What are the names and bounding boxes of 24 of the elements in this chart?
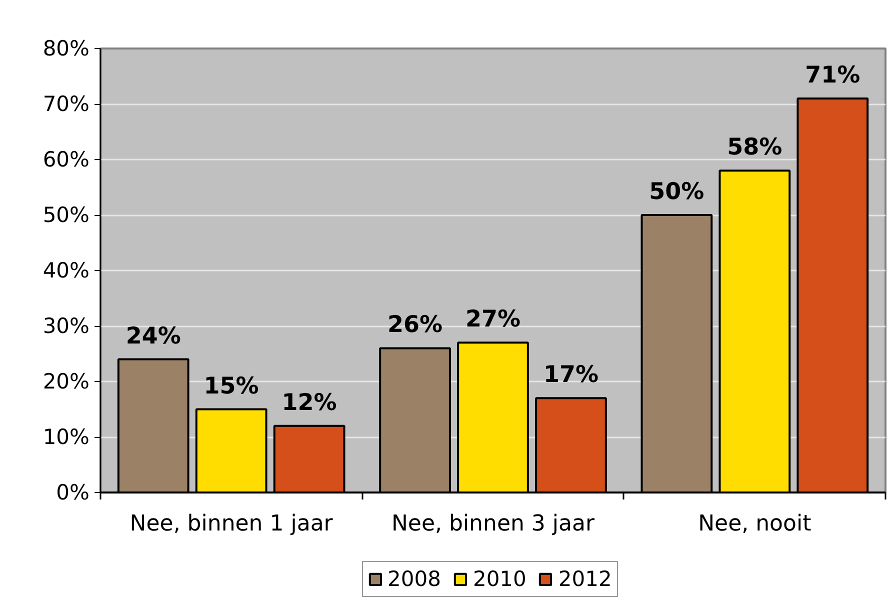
data-label: 71% [805,62,860,88]
y-tick-label: 50% [42,203,90,227]
y-tick-label: 40% [42,258,90,282]
data-label: 50% [649,179,704,205]
legend-label: 2008 [388,567,441,591]
data-label: 24% [126,323,181,350]
data-label: 15% [204,373,259,400]
y-tick-label: 0% [56,480,90,504]
y-tick-label: 30% [42,314,90,338]
y-tick-label: 20% [42,370,90,394]
y-tick-label: 70% [42,92,90,116]
data-label: 58% [727,134,782,161]
data-label: 26% [387,312,443,338]
data-label: 17% [543,362,599,388]
x-tick-label: Nee, binnen 3 jaar [391,512,596,536]
data-label: 12% [282,390,337,416]
legend-label: 2010 [472,567,526,591]
legend-label: 2012 [558,567,612,591]
y-tick-label: 80% [42,36,90,60]
y-tick-label: 60% [42,148,90,172]
x-tick-label: Nee, binnen 1 jaar [130,512,334,536]
data-label: 27% [465,306,521,333]
x-tick-label: Nee, nooit [698,512,812,536]
y-tick-label: 10% [42,425,90,449]
